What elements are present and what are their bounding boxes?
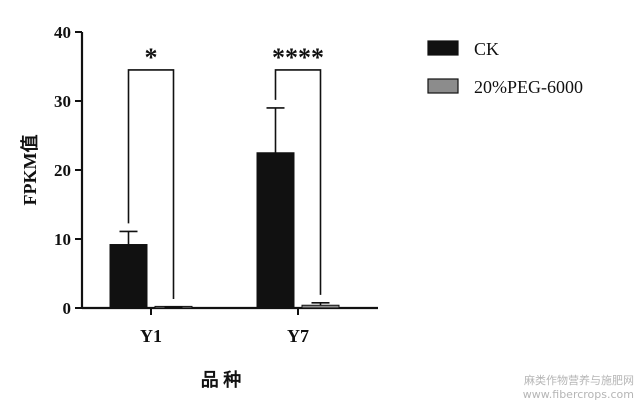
watermark-line-2: www.fibercrops.com (523, 388, 634, 401)
watermark-line-1: 麻类作物营养与施肥网 (524, 373, 634, 387)
y-tick-label: 20 (54, 161, 71, 180)
bar-CK-Y7 (256, 152, 295, 309)
bar-20%PEG-6000-Y7 (301, 304, 340, 309)
x-tick-label: Y1 (140, 326, 162, 346)
legend: CK 20%PEG-6000 (427, 39, 583, 97)
significance-marker-Y7: **** (272, 43, 324, 72)
y-tick-label: 30 (54, 92, 71, 111)
y-tick-label: 10 (54, 230, 71, 249)
bars (109, 107, 340, 309)
legend-swatch-CK (427, 40, 459, 56)
significance-brackets: * **** (127, 43, 324, 299)
significance-bracket-Y7 (274, 69, 322, 295)
x-tick-label: Y7 (287, 326, 309, 346)
legend-label: CK (474, 39, 499, 59)
significance-marker-Y1: * (145, 43, 158, 72)
bar-CK-Y1 (109, 244, 148, 309)
significance-bracket-Y1 (127, 69, 175, 299)
y-ticks: 0 10 20 30 40 (54, 23, 82, 318)
y-tick-label: 40 (54, 23, 71, 42)
legend-swatch-20%PEG-6000 (427, 78, 459, 94)
y-axis-title: FPKM值 (19, 135, 40, 206)
x-axis-title: 品 种 (201, 369, 242, 390)
y-tick-label: 0 (63, 299, 72, 318)
legend-label: 20%PEG-6000 (474, 77, 583, 97)
x-tick-labels: Y1 Y7 (140, 308, 309, 346)
